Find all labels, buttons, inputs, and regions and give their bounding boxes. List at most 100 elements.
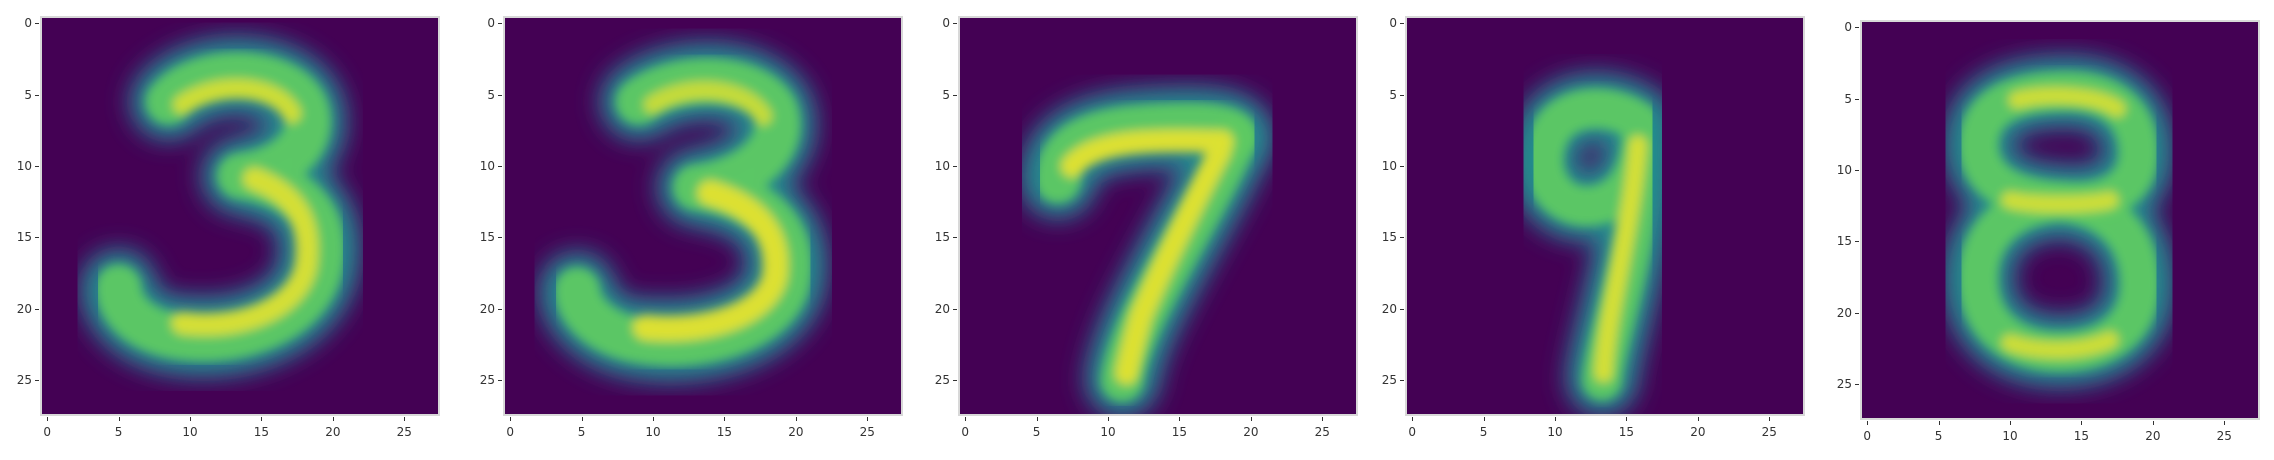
y-tick-label: 0 bbox=[942, 16, 950, 31]
x-tick-mark bbox=[795, 417, 797, 421]
y-tick-label: 15 bbox=[1836, 234, 1852, 249]
digit-panel: 0 0 5 5 10 10 15 15 20 20 25 25 bbox=[1837, 20, 2260, 442]
x-tick-mark bbox=[1697, 417, 1699, 421]
x-tick-mark bbox=[332, 417, 334, 421]
x-tick-label: 10 bbox=[645, 425, 661, 439]
digit-stroke bbox=[1958, 71, 2160, 372]
y-tick-label: 5 bbox=[1389, 87, 1397, 102]
y-tick-label: 20 bbox=[1836, 305, 1852, 320]
y-tick-label: 20 bbox=[934, 301, 950, 316]
y-tick-label: 5 bbox=[942, 87, 950, 102]
y-tick-mark bbox=[1855, 312, 1859, 314]
y-tick-mark bbox=[1400, 380, 1404, 382]
digit-stroke bbox=[95, 52, 345, 362]
x-tick-label: 0 bbox=[43, 425, 51, 439]
x-tick-mark bbox=[2152, 421, 2154, 425]
x-tick-mark bbox=[1626, 417, 1628, 421]
y-tick-mark bbox=[35, 94, 39, 96]
digit-stroke bbox=[1035, 102, 1260, 402]
x-tick-mark bbox=[47, 417, 49, 421]
x-tick-label: 10 bbox=[1547, 425, 1563, 439]
y-tick-label: 0 bbox=[487, 16, 495, 31]
x-tick-label: 0 bbox=[961, 425, 969, 439]
y-tick-label: 10 bbox=[1836, 163, 1852, 177]
y-tick-mark bbox=[498, 94, 502, 96]
y-tick-label: 15 bbox=[479, 230, 495, 245]
x-tick-mark bbox=[1938, 421, 1940, 425]
y-tick-mark bbox=[953, 166, 957, 167]
digit-image bbox=[1405, 16, 1805, 416]
y-tick-label: 20 bbox=[16, 301, 32, 316]
x-tick-label: 5 bbox=[1934, 429, 1943, 443]
x-tick-mark bbox=[653, 417, 654, 421]
y-tick-mark bbox=[1400, 237, 1404, 239]
x-tick-label: 5 bbox=[577, 425, 586, 439]
x-tick-mark bbox=[1555, 417, 1556, 421]
y-tick-mark bbox=[35, 166, 39, 167]
y-tick-mark bbox=[1400, 166, 1404, 167]
y-tick-mark bbox=[35, 380, 39, 382]
digit-image bbox=[40, 16, 440, 416]
x-tick-label: 15 bbox=[1171, 425, 1188, 439]
y-tick-label: 25 bbox=[934, 373, 950, 388]
y-tick-label: 25 bbox=[1836, 377, 1852, 392]
y-tick-label: 25 bbox=[1381, 373, 1397, 388]
x-tick-mark bbox=[581, 417, 583, 421]
y-tick-label: 15 bbox=[1381, 230, 1397, 245]
y-tick-label: 15 bbox=[16, 230, 32, 245]
x-tick-label: 0 bbox=[1408, 425, 1416, 439]
x-tick-mark bbox=[867, 417, 869, 421]
x-tick-mark bbox=[1867, 421, 1869, 425]
x-tick-label: 20 bbox=[1243, 425, 1259, 439]
x-tick-mark bbox=[724, 417, 726, 421]
digit-stroke bbox=[1523, 88, 1663, 401]
y-tick-label: 15 bbox=[934, 230, 950, 245]
x-tick-label: 25 bbox=[396, 425, 412, 439]
y-tick-label: 20 bbox=[479, 301, 495, 316]
digit-panel: 0 0 5 5 10 10 15 15 20 20 25 25 bbox=[1382, 16, 1805, 438]
x-tick-mark bbox=[190, 417, 191, 421]
y-tick-mark bbox=[1855, 98, 1859, 100]
y-tick-mark bbox=[1855, 27, 1859, 29]
y-tick-label: 20 bbox=[1381, 301, 1397, 316]
y-tick-label: 10 bbox=[479, 159, 495, 173]
x-tick-label: 15 bbox=[2073, 429, 2090, 443]
x-tick-mark bbox=[1412, 417, 1414, 421]
y-tick-mark bbox=[498, 23, 502, 25]
x-tick-label: 20 bbox=[788, 425, 804, 439]
y-tick-mark bbox=[1400, 308, 1404, 310]
y-tick-mark bbox=[1855, 241, 1859, 243]
x-tick-label: 0 bbox=[1863, 429, 1871, 443]
y-tick-mark bbox=[953, 237, 957, 239]
y-tick-mark bbox=[953, 380, 957, 382]
y-tick-mark bbox=[498, 380, 502, 382]
y-tick-label: 10 bbox=[16, 159, 32, 173]
x-tick-mark bbox=[1769, 417, 1771, 421]
x-tick-label: 15 bbox=[253, 425, 270, 439]
y-tick-mark bbox=[953, 23, 957, 25]
y-tick-mark bbox=[1855, 170, 1859, 171]
x-tick-label: 5 bbox=[114, 425, 123, 439]
x-tick-mark bbox=[261, 417, 263, 421]
x-tick-label: 20 bbox=[325, 425, 341, 439]
x-tick-mark bbox=[1483, 417, 1485, 421]
y-tick-mark bbox=[35, 308, 39, 310]
digit-image bbox=[958, 16, 1358, 416]
x-tick-label: 25 bbox=[1314, 425, 1330, 439]
x-tick-mark bbox=[510, 417, 512, 421]
y-tick-label: 25 bbox=[479, 373, 495, 388]
x-tick-mark bbox=[1108, 417, 1109, 421]
x-tick-label: 0 bbox=[506, 425, 514, 439]
x-tick-mark bbox=[404, 417, 406, 421]
y-tick-label: 0 bbox=[24, 16, 32, 31]
y-tick-label: 10 bbox=[1381, 159, 1397, 173]
x-tick-label: 10 bbox=[1100, 425, 1116, 439]
x-tick-mark bbox=[118, 417, 120, 421]
y-tick-label: 25 bbox=[16, 373, 32, 388]
y-tick-mark bbox=[1400, 23, 1404, 25]
digit-image bbox=[503, 16, 903, 416]
digit-image bbox=[1860, 20, 2260, 420]
x-tick-label: 25 bbox=[1761, 425, 1777, 439]
digit-stroke bbox=[554, 58, 812, 366]
y-tick-label: 5 bbox=[24, 87, 32, 102]
